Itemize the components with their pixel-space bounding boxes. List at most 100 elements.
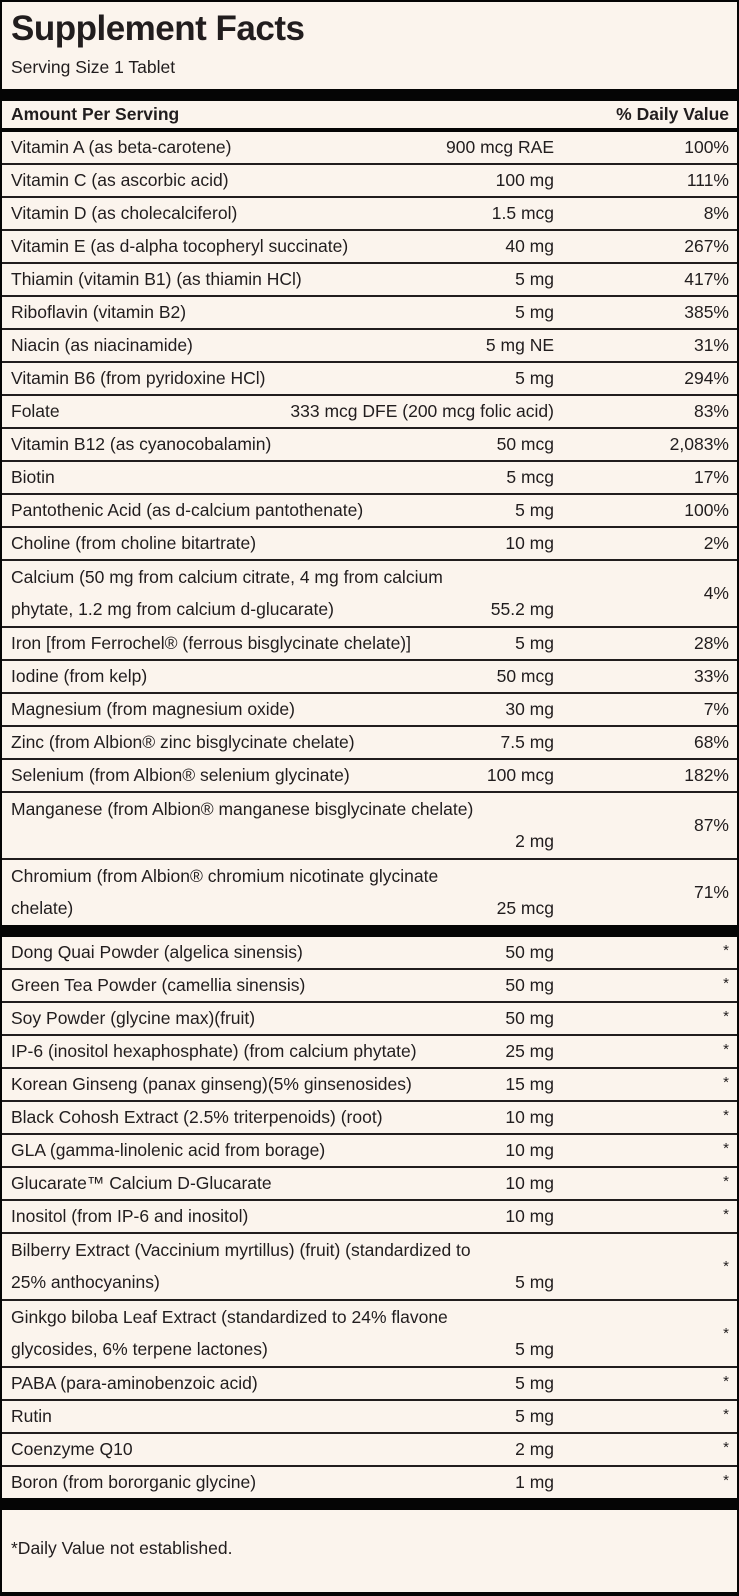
table-row: Selenium (from Albion® selenium glycinat… xyxy=(2,760,737,793)
daily-value: * xyxy=(723,1257,729,1275)
daily-value: * xyxy=(723,1008,729,1025)
table-row: Calcium (50 mg from calcium citrate, 4 m… xyxy=(2,561,737,628)
daily-value-header: % Daily Value xyxy=(616,104,729,124)
table-row: Vitamin C (as ascorbic acid) 100 mg 111% xyxy=(2,165,737,198)
ingredient-name: Thiamin (vitamin B1) (as thiamin HCl) xyxy=(11,269,302,289)
table-row: Zinc (from Albion® zinc bisglycinate che… xyxy=(2,727,737,760)
row-line2: glycosides, 6% terpene lactones) 5 mg xyxy=(11,1334,554,1366)
row-main: Selenium (from Albion® selenium glycinat… xyxy=(11,765,554,786)
row-main: Glucarate™ Calcium D-Glucarate 10 mg xyxy=(11,1173,554,1194)
amount-value: 5 mg xyxy=(515,1272,554,1292)
ingredient-name: Magnesium (from magnesium oxide) xyxy=(11,699,295,719)
daily-value: * xyxy=(723,1472,729,1489)
row-main: Black Cohosh Extract (2.5% triterpenoids… xyxy=(11,1107,554,1128)
daily-value: 267% xyxy=(684,236,729,256)
row-main: Pantothenic Acid (as d-calcium pantothen… xyxy=(11,500,554,521)
row-main: Vitamin B6 (from pyridoxine HCl) 5 mg xyxy=(11,368,554,389)
daily-value: * xyxy=(723,1406,729,1423)
amount-value: 5 mg NE xyxy=(485,335,554,355)
ingredient-name: Glucarate™ Calcium D-Glucarate xyxy=(11,1173,272,1193)
row-main: Vitamin E (as d-alpha tocopheryl succina… xyxy=(11,236,554,257)
daily-value: * xyxy=(723,942,729,959)
row-main: Magnesium (from magnesium oxide) 30 mg xyxy=(11,699,554,720)
daily-value: 68% xyxy=(693,732,729,752)
row-main: Korean Ginseng (panax ginseng)(5% ginsen… xyxy=(11,1074,554,1095)
row-main: Inositol (from IP-6 and inositol) 10 mg xyxy=(11,1206,554,1227)
row-main: Vitamin A (as beta-carotene) 900 mcg RAE xyxy=(11,137,554,158)
row-line2: 2 mg xyxy=(11,826,554,858)
row-main: Coenzyme Q10 2 mg xyxy=(11,1439,554,1460)
amount-value: 333 mcg DFE (200 mcg folic acid) xyxy=(290,401,554,421)
table-row: Coenzyme Q10 2 mg * xyxy=(2,1434,737,1467)
footnote-area: *Daily Value not established. xyxy=(2,1510,737,1592)
ingredient-name: Vitamin B12 (as cyanocobalamin) xyxy=(11,434,272,454)
table-row: Chromium (from Albion® chromium nicotina… xyxy=(2,860,737,925)
amount-value: 900 mcg RAE xyxy=(446,137,554,157)
amount-value: 10 mg xyxy=(505,533,554,553)
botanicals-section: Dong Quai Powder (algelica sinensis) 50 m… xyxy=(2,937,737,1498)
ingredient-name: Vitamin C (as ascorbic acid) xyxy=(11,170,229,190)
ingredient-name: Dong Quai Powder (algelica sinensis) xyxy=(11,942,303,962)
row-main: GLA (gamma-linolenic acid from borage) 10… xyxy=(11,1140,554,1161)
amount-value: 100 mcg xyxy=(486,765,554,785)
ingredient-name: Pantothenic Acid (as d-calcium pantothen… xyxy=(11,500,364,520)
table-row: Green Tea Powder (camellia sinensis) 50 m… xyxy=(2,970,737,1003)
table-row: Ginkgo biloba Leaf Extract (standardized… xyxy=(2,1301,737,1368)
row-main: Thiamin (vitamin B1) (as thiamin HCl) 5 m… xyxy=(11,269,554,290)
amount-value: 5 mg xyxy=(515,1406,554,1426)
ingredient-name: GLA (gamma-linolenic acid from borage) xyxy=(11,1140,326,1160)
daily-value: 2% xyxy=(703,533,729,553)
ingredient-name: Riboflavin (vitamin B2) xyxy=(11,302,187,322)
amount-value: 50 mg xyxy=(505,942,554,962)
daily-value: 31% xyxy=(693,335,729,355)
table-row: Vitamin A (as beta-carotene) 900 mcg RAE 1… xyxy=(2,132,737,165)
daily-value: 87% xyxy=(693,815,729,835)
ingredient-name: Soy Powder (glycine max)(fruit) xyxy=(11,1008,256,1028)
ingredient-name: Boron (from bororganic glycine) xyxy=(11,1472,257,1492)
amount-value: 5 mg xyxy=(515,269,554,289)
daily-value: 294% xyxy=(684,368,729,388)
ingredient-name: Zinc (from Albion® zinc bisglycinate che… xyxy=(11,732,355,752)
ingredient-name: Bilberry Extract (Vaccinium myrtillus) (… xyxy=(11,1240,471,1260)
ingredient-name: PABA (para-aminobenzoic acid) xyxy=(11,1373,258,1393)
table-row: Pantothenic Acid (as d-calcium pantothen… xyxy=(2,495,737,528)
amount-value: 10 mg xyxy=(505,1107,554,1127)
ingredient-name-cont: 25% anthocyanins) xyxy=(11,1272,160,1292)
daily-value: 7% xyxy=(703,699,729,719)
row-main: Bilberry Extract (Vaccinium myrtillus) (… xyxy=(11,1235,554,1299)
amount-value: 2 mg xyxy=(515,831,554,851)
amount-value: 5 mg xyxy=(515,1339,554,1359)
ingredient-name: IP-6 (inositol hexaphosphate) (from calc… xyxy=(11,1041,417,1061)
table-row: GLA (gamma-linolenic acid from borage) 10… xyxy=(2,1135,737,1168)
vitamins-minerals-section: Vitamin A (as beta-carotene) 900 mcg RAE 1… xyxy=(2,132,737,925)
daily-value: 417% xyxy=(684,269,729,289)
table-row: Vitamin B6 (from pyridoxine HCl) 5 mg 294% xyxy=(2,363,737,396)
table-row: Korean Ginseng (panax ginseng)(5% ginsen… xyxy=(2,1069,737,1102)
table-row: Dong Quai Powder (algelica sinensis) 50 m… xyxy=(2,937,737,970)
row-main: Vitamin B12 (as cyanocobalamin) 50 mcg xyxy=(11,434,554,455)
amount-value: 5 mcg xyxy=(506,467,554,487)
amount-value: 5 mg xyxy=(515,368,554,388)
row-main: Rutin 5 mg xyxy=(11,1406,554,1427)
ingredient-name: Iodine (from kelp) xyxy=(11,666,148,686)
row-line2: chelate) 25 mcg xyxy=(11,893,554,925)
table-row: Iron [from Ferrochel® (ferrous bisglycin… xyxy=(2,628,737,661)
row-main: Zinc (from Albion® zinc bisglycinate che… xyxy=(11,732,554,753)
column-header-row: Amount Per Serving % Daily Value xyxy=(2,101,737,132)
daily-value: * xyxy=(723,1041,729,1058)
daily-value: 8% xyxy=(703,203,729,223)
amount-value: 1.5 mcg xyxy=(491,203,554,223)
daily-value: * xyxy=(723,1439,729,1456)
row-main: Folate 333 mcg DFE (200 mcg folic acid) xyxy=(11,401,554,422)
divider-bar-top xyxy=(2,89,737,101)
label-header: Supplement Facts Serving Size 1 Tablet xyxy=(2,2,737,89)
row-main: Vitamin D (as cholecalciferol) 1.5 mcg xyxy=(11,203,554,224)
row-main: Green Tea Powder (camellia sinensis) 50 m… xyxy=(11,975,554,996)
ingredient-name: Calcium (50 mg from calcium citrate, 4 m… xyxy=(11,567,443,587)
daily-value: * xyxy=(723,1173,729,1190)
row-main: Soy Powder (glycine max)(fruit) 50 mg xyxy=(11,1008,554,1029)
row-main: IP-6 (inositol hexaphosphate) (from calc… xyxy=(11,1041,554,1062)
ingredient-name: Coenzyme Q10 xyxy=(11,1439,133,1459)
amount-value: 5 mg xyxy=(515,302,554,322)
amount-value: 25 mcg xyxy=(496,898,554,918)
